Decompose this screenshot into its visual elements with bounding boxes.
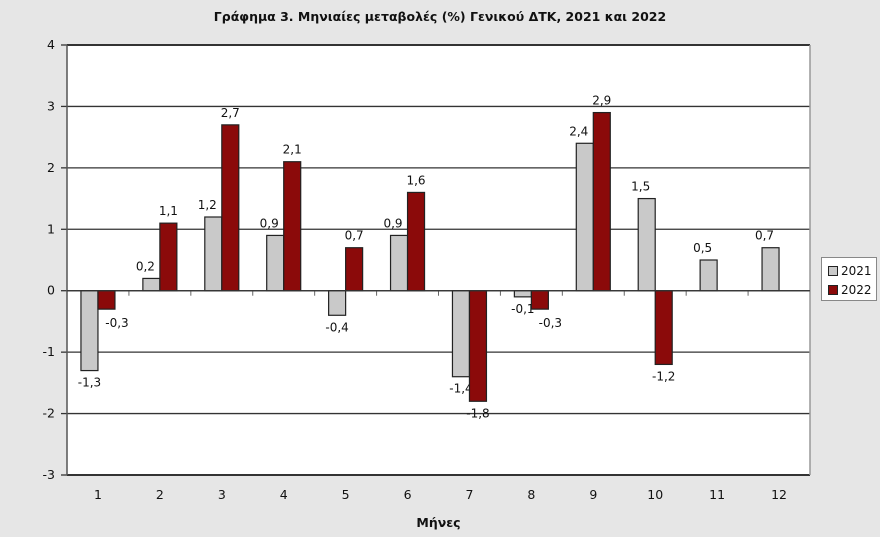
x-tick-label: 10	[647, 487, 663, 502]
bar-2022	[468, 290, 488, 402]
bar-2021	[389, 234, 409, 292]
legend-swatch-2021	[828, 265, 838, 276]
data-label: 0,5	[693, 241, 712, 255]
legend-label: 2022	[841, 282, 872, 297]
bar-2021	[204, 216, 223, 292]
x-tick-label: 6	[404, 487, 412, 502]
data-label: 0,7	[345, 229, 364, 243]
data-label: -0,1	[511, 302, 534, 316]
legend-item-2021: 2021	[828, 261, 876, 280]
y-tick-label: 4	[47, 37, 55, 52]
legend-swatch-2022	[828, 284, 838, 295]
data-label: -0,4	[325, 320, 348, 334]
data-label: 1,1	[159, 204, 178, 218]
data-label: -1,4	[449, 382, 472, 396]
x-tick-label: 12	[771, 487, 787, 502]
bar-2021	[699, 259, 718, 292]
data-label: -0,3	[105, 316, 128, 330]
data-label: 0,9	[383, 216, 402, 230]
plot-background	[67, 45, 810, 475]
y-tick-label: 3	[47, 98, 55, 113]
x-tick-label: 4	[280, 487, 288, 502]
data-label: -1,8	[466, 406, 489, 420]
x-tick-label: 1	[94, 487, 102, 502]
y-tick-label: 2	[47, 160, 55, 175]
data-label: -1,3	[78, 376, 101, 390]
data-label: 1,5	[631, 180, 650, 194]
x-tick-label: 3	[218, 487, 226, 502]
x-tick-label: 2	[156, 487, 164, 502]
bar-2021	[575, 142, 594, 292]
y-tick-label: -3	[43, 467, 55, 482]
x-tick-label: 5	[342, 487, 350, 502]
bar-2022	[97, 290, 116, 310]
bar-2021	[266, 234, 285, 292]
bar-2021	[637, 197, 656, 292]
legend: 2021 2022	[821, 257, 877, 301]
bar-2022	[345, 247, 364, 292]
data-label: 0,7	[755, 229, 774, 243]
chart-title: Γράφημα 3. Μηνιαίες μεταβολές (%) Γενικο…	[213, 9, 667, 24]
bar-2022	[283, 161, 302, 292]
data-label: 2,7	[221, 106, 240, 120]
x-tick-label: 7	[465, 487, 473, 502]
data-label: -0,3	[539, 316, 562, 330]
bar-2021	[142, 277, 161, 292]
bar-2021	[513, 290, 532, 298]
x-tick-label: 8	[527, 487, 535, 502]
y-tick-label: -2	[43, 406, 55, 421]
y-tick-label: 0	[47, 283, 55, 298]
bar-2022	[159, 222, 178, 292]
data-label: 1,6	[406, 173, 425, 187]
bar-2021	[328, 290, 347, 316]
data-label: 2,4	[569, 124, 588, 138]
bar-2021	[761, 247, 780, 292]
y-tick-label: -1	[43, 344, 55, 359]
data-label: 0,2	[136, 259, 155, 273]
legend-item-2022: 2022	[828, 280, 876, 299]
bar-2021	[451, 290, 471, 378]
legend-label: 2021	[841, 263, 872, 278]
x-tick-label: 9	[589, 487, 597, 502]
x-tick-label: 11	[709, 487, 725, 502]
y-tick-label: 1	[47, 221, 55, 236]
data-label: -1,2	[652, 369, 675, 383]
data-label: 2,1	[283, 143, 302, 157]
bar-2022	[406, 191, 426, 292]
data-label: 0,9	[260, 216, 279, 230]
bar-2022	[221, 124, 240, 292]
bar-2022	[654, 290, 673, 366]
bar-2022	[592, 111, 611, 292]
bar-2021	[80, 290, 99, 372]
bar-2022	[530, 290, 549, 310]
data-label: 2,9	[592, 94, 611, 108]
data-label: 1,2	[198, 198, 217, 212]
x-axis-title: Μήνες	[416, 515, 461, 530]
